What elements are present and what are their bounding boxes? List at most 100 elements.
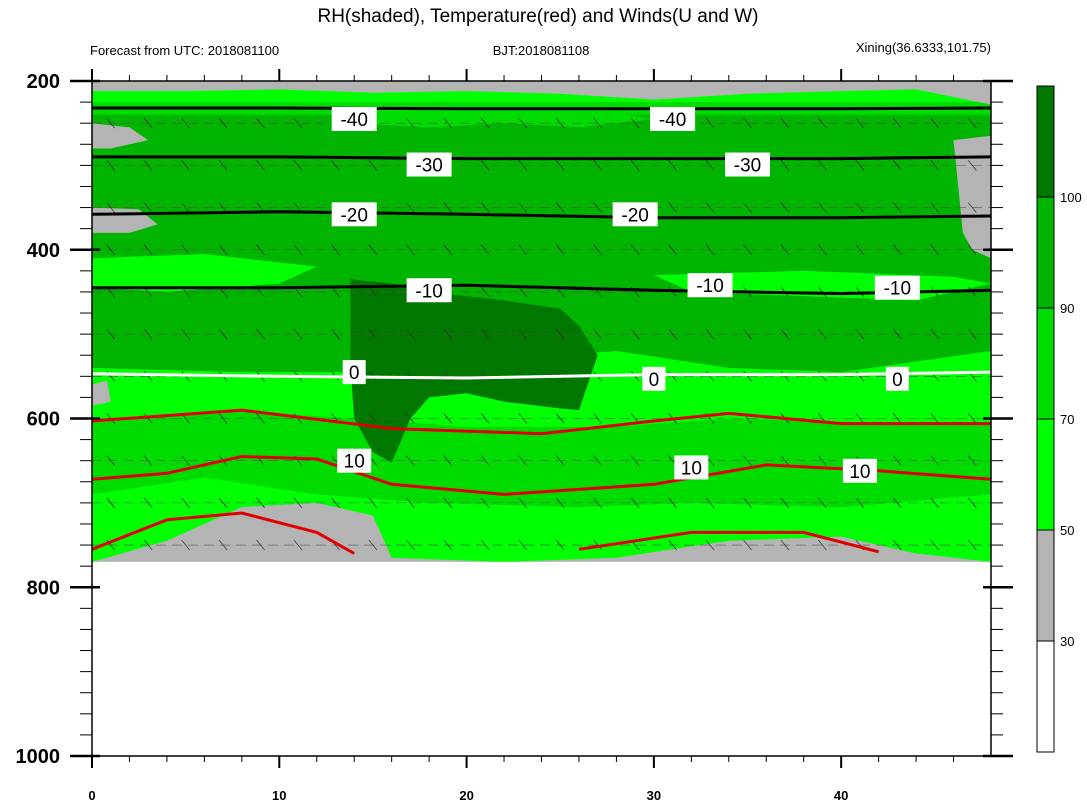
wind-barb-82: [481, 244, 490, 255]
wind-barb-50: [181, 202, 190, 213]
wind-barb-3: [218, 117, 228, 129]
wind-barb-94: [930, 244, 940, 255]
wind-barb-261: [893, 539, 902, 551]
wind-barb-251: [518, 539, 528, 551]
y-tick-label-3: 800: [27, 577, 60, 599]
wind-barb-64: [705, 202, 715, 213]
wind-barb-66: [780, 202, 790, 213]
wind-barb-134: [630, 328, 640, 340]
colorbar-segment-0: [1036, 85, 1055, 198]
wind-barb-179: [518, 413, 528, 424]
wind-barb-175: [368, 413, 378, 424]
x-tick-label-4: 40: [834, 788, 848, 803]
wind-barb-72: [106, 244, 116, 255]
wind-barb-78: [331, 244, 340, 255]
wind-barb-181: [593, 413, 602, 424]
wind-barb-2: [181, 117, 190, 129]
rh-fill-left-dry: [92, 123, 149, 149]
wind-barb-225: [443, 497, 453, 509]
colorbar-label-4: 100: [1060, 190, 1082, 205]
contour-label-9: 0: [349, 363, 360, 384]
y-tick-label-0: 200: [27, 71, 60, 93]
wind-barb-5: [293, 117, 303, 129]
wind-barb-67: [818, 202, 827, 213]
contour-label-5: -20: [621, 205, 648, 226]
wind-barb-122: [181, 328, 190, 340]
wind-barb-204: [555, 455, 565, 466]
temperature-contour-4: [91, 370, 992, 380]
wind-barb-145: [143, 371, 153, 382]
wind-barb-222: [331, 497, 340, 509]
colorbar-segment-3: [1036, 418, 1055, 531]
wind-barb-140: [855, 328, 865, 340]
wind-barb-162: [780, 371, 790, 382]
contour-label-bg-4: [331, 202, 377, 227]
wind-barb-218: [181, 497, 190, 509]
temperature-contour-red-upper: [91, 408, 991, 436]
wind-barb-235: [818, 497, 827, 509]
wind-barb-245: [293, 539, 303, 551]
wind-barb-40: [705, 160, 715, 171]
colorbar-label-0: 30: [1060, 634, 1074, 649]
wind-barb-138: [780, 328, 790, 340]
wind-barb-120: [106, 328, 116, 340]
contour-label-2: -30: [415, 156, 442, 177]
contour-label-bg-10: [642, 366, 666, 391]
wind-barb-81: [443, 244, 453, 255]
wind-barb-169: [143, 413, 153, 424]
colorbar: 30 50 70 90 100: [1036, 85, 1082, 753]
contour-label-7: -10: [696, 276, 723, 297]
wind-barb-227: [518, 497, 528, 509]
y-tick-label-4: 1000: [16, 746, 61, 768]
wind-barb-189: [893, 413, 902, 424]
wind-barb-232: [705, 497, 715, 509]
contour-label-bg-2: [406, 152, 452, 177]
wind-barb-180: [555, 413, 565, 424]
wind-barb-102: [331, 286, 340, 298]
wind-barb-214: [930, 455, 940, 466]
wind-barb-206: [630, 455, 640, 466]
wind-barb-17: [743, 117, 752, 129]
wind-barb-136: [705, 328, 715, 340]
wind-barb-38: [630, 160, 640, 171]
wind-barb-229: [593, 497, 602, 509]
wind-barb-250: [481, 539, 490, 551]
wind-barb-18: [780, 117, 790, 129]
wind-barb-16: [705, 117, 715, 129]
wind-barb-22: [930, 117, 940, 129]
temperature-contour-2: [91, 210, 992, 220]
temperature-contour-1: [92, 155, 992, 161]
wind-barb-75: [218, 244, 228, 255]
wind-barb-127: [368, 328, 378, 340]
wind-barb-135: [668, 328, 677, 340]
wind-barb-221: [293, 497, 303, 509]
wind-barb-143: [967, 328, 977, 340]
wind-barb-25: [143, 160, 153, 171]
wind-barb-34: [481, 160, 490, 171]
wind-barb-239: [967, 497, 977, 509]
contour-label-1: -40: [659, 110, 686, 131]
contour-label-bg-14: [842, 458, 877, 483]
wind-barb-224: [406, 497, 415, 509]
wind-barb-91: [818, 244, 827, 255]
wind-barb-205: [593, 455, 602, 466]
wind-barb-213: [893, 455, 902, 466]
contour-label-0: -40: [340, 110, 367, 131]
wind-barb-47: [967, 160, 977, 171]
wind-barb-243: [218, 539, 228, 551]
wind-barb-27: [218, 160, 228, 171]
below-ground: [92, 561, 991, 756]
wind-barb-172: [256, 413, 265, 424]
wind-barb-14: [630, 117, 640, 129]
wind-barb-202: [481, 455, 490, 466]
wind-barb-131: [518, 328, 528, 340]
wind-barb-258: [780, 539, 790, 551]
wind-barb-8: [406, 117, 415, 129]
contour-label-bg-1: [650, 106, 696, 131]
wind-barb-137: [743, 328, 752, 340]
wind-barb-220: [256, 497, 265, 509]
x-tick-label-2: 20: [459, 788, 473, 803]
